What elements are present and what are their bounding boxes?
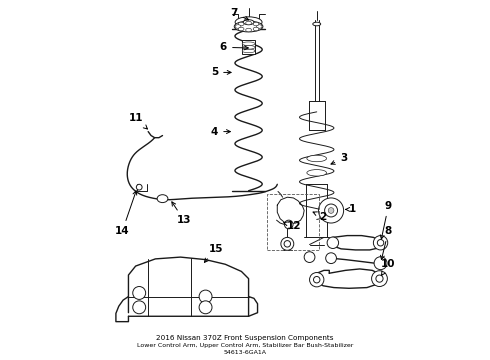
Text: 12: 12	[284, 221, 302, 231]
Ellipse shape	[242, 42, 255, 45]
Ellipse shape	[253, 22, 259, 26]
Ellipse shape	[245, 28, 251, 32]
Text: 11: 11	[128, 113, 147, 129]
Text: Lower Control Arm, Upper Control Arm, Stabilizer Bar Bush-Stabilizer: Lower Control Arm, Upper Control Arm, St…	[137, 343, 353, 348]
Text: 7: 7	[231, 8, 248, 20]
Text: 13: 13	[172, 202, 191, 225]
Circle shape	[136, 184, 142, 190]
Circle shape	[373, 235, 388, 250]
Circle shape	[326, 253, 337, 264]
Text: 2: 2	[313, 212, 327, 221]
Ellipse shape	[242, 45, 255, 49]
Text: 3: 3	[331, 153, 347, 164]
Text: 4: 4	[211, 127, 230, 136]
Circle shape	[371, 271, 388, 287]
Text: 5: 5	[211, 67, 231, 77]
Text: 14: 14	[115, 191, 137, 236]
Bar	[242, 40, 255, 54]
Ellipse shape	[235, 17, 262, 28]
Text: 10: 10	[381, 259, 396, 275]
Circle shape	[133, 287, 146, 300]
Circle shape	[327, 237, 339, 248]
Ellipse shape	[235, 25, 241, 28]
Text: 1: 1	[345, 204, 356, 215]
Circle shape	[304, 252, 315, 262]
Text: 2016 Nissan 370Z Front Suspension Components: 2016 Nissan 370Z Front Suspension Compon…	[156, 335, 334, 341]
Circle shape	[374, 257, 387, 270]
Circle shape	[285, 220, 293, 229]
Ellipse shape	[245, 21, 251, 25]
Ellipse shape	[157, 195, 168, 203]
Circle shape	[199, 301, 212, 314]
Circle shape	[318, 198, 343, 223]
Circle shape	[328, 208, 334, 213]
Ellipse shape	[238, 22, 244, 26]
Text: 54613-6GA1A: 54613-6GA1A	[223, 350, 267, 355]
Ellipse shape	[242, 49, 255, 53]
Ellipse shape	[243, 20, 254, 25]
Ellipse shape	[234, 21, 263, 32]
Ellipse shape	[256, 25, 262, 28]
Text: 8: 8	[381, 226, 392, 260]
Ellipse shape	[313, 22, 320, 26]
Ellipse shape	[238, 27, 244, 31]
Ellipse shape	[253, 27, 259, 31]
Ellipse shape	[307, 155, 326, 162]
Text: 6: 6	[220, 42, 248, 52]
Circle shape	[133, 301, 146, 314]
Text: 15: 15	[204, 244, 223, 262]
Ellipse shape	[307, 170, 326, 176]
Circle shape	[310, 273, 324, 287]
Circle shape	[324, 204, 338, 217]
Text: 9: 9	[380, 201, 392, 239]
Circle shape	[281, 237, 294, 250]
Circle shape	[199, 290, 212, 303]
